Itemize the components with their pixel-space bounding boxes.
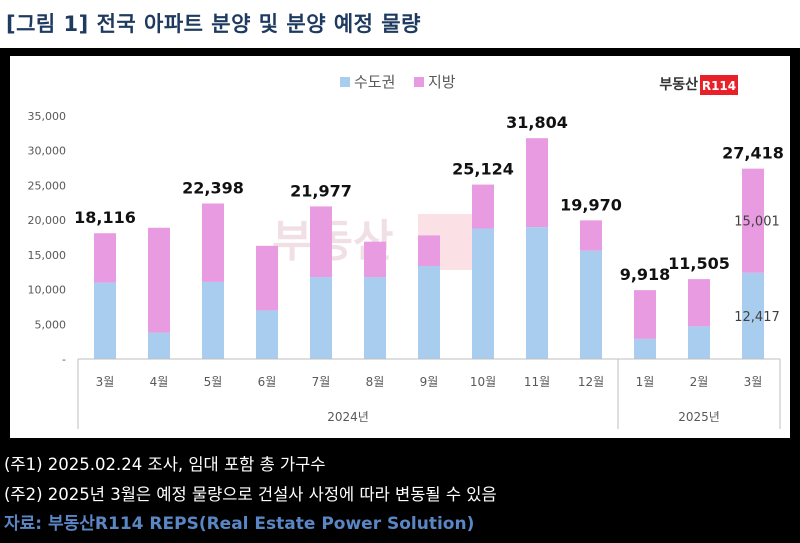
title-bar: [그림 1] 전국 아파트 분양 및 분양 예정 물량 — [0, 0, 800, 48]
bar-local-1 — [148, 227, 170, 333]
x-group-label: 2025년 — [678, 410, 720, 424]
bar-metro-9 — [580, 250, 602, 359]
x-group-label: 2024년 — [327, 410, 369, 424]
legend-swatch-1 — [414, 77, 424, 87]
total-label: 9,918 — [620, 265, 671, 284]
stacked-bar-chart: 부동산 수도권 지방 부동산 R114 - 5,000 10,000 15,000 20,0… — [28, 73, 784, 429]
y-tick-label: 20,000 — [28, 214, 67, 227]
x-tick-label: 5월 — [204, 375, 223, 389]
bar-local-3 — [256, 245, 278, 311]
bar-local-4 — [310, 206, 332, 278]
x-tick-label: 7월 — [312, 375, 331, 389]
bar-local-9 — [580, 220, 602, 251]
chart-panel: 부동산 수도권 지방 부동산 R114 - 5,000 10,000 15,000 20,0… — [10, 56, 790, 438]
bar-local-7 — [472, 184, 494, 229]
segment-label-local: 15,001 — [734, 215, 780, 230]
x-tick-label: 10월 — [470, 375, 496, 389]
bar-metro-4 — [310, 277, 332, 359]
bar-local-6 — [418, 235, 440, 266]
source-note: 자료: 부동산R114 REPS(Real Estate Power Solut… — [4, 514, 475, 534]
y-tick-label: 35,000 — [28, 110, 67, 123]
logo-badge-text: R114 — [702, 79, 736, 93]
y-tick-label: 30,000 — [28, 145, 67, 158]
bar-local-10 — [634, 290, 656, 339]
bar-metro-7 — [472, 228, 494, 359]
bar-local-8 — [526, 138, 548, 228]
bar-local-11 — [688, 279, 710, 327]
bar-metro-3 — [256, 310, 278, 359]
x-tick-label: 1월 — [636, 375, 655, 389]
total-label: 25,124 — [452, 160, 514, 179]
x-tick-label: 6월 — [258, 375, 277, 389]
bar-local-12 — [742, 168, 764, 273]
bar-metro-8 — [526, 227, 548, 359]
y-tick-label: 10,000 — [28, 284, 67, 297]
total-label: 22,398 — [182, 178, 244, 197]
x-axis: 3월 4월 5월 6월 7월 8월 9월 10월 11월 12월 1월 2월 3월 2024년 2025년 — [77, 358, 781, 429]
page-title: [그림 1] 전국 아파트 분양 및 분양 예정 물량 — [6, 12, 421, 36]
footnotes: (주1) 2025.02.24 조사, 임대 포함 총 가구수 (주2) 202… — [4, 450, 794, 538]
total-label: 18,116 — [74, 208, 136, 227]
x-tick-label: 4월 — [150, 375, 169, 389]
total-label: 21,977 — [290, 181, 352, 200]
legend-swatch-0 — [340, 77, 350, 87]
bar-local-0 — [94, 233, 116, 283]
logo-badge — [700, 75, 738, 95]
logo-text: 부동산 — [659, 76, 698, 93]
bar-metro-5 — [364, 277, 386, 359]
bar-metro-2 — [202, 281, 224, 359]
chart-legend: 수도권 지방 — [340, 73, 456, 91]
x-tick-label: 8월 — [366, 375, 385, 389]
total-label: 31,804 — [506, 113, 568, 132]
bar-metro-6 — [418, 265, 440, 359]
bar-metro-11 — [688, 326, 710, 359]
bar-metro-1 — [148, 332, 170, 359]
y-tick-label: 15,000 — [28, 249, 67, 262]
x-tick-label: 3월 — [744, 375, 763, 389]
legend-label-0: 수도권 — [354, 73, 395, 91]
bar-metro-12 — [742, 272, 764, 359]
y-tick-label: 5,000 — [35, 318, 67, 331]
data-labels: 18,116 22,398 21,977 25,124 31,804 19,970 9,91… — [74, 113, 784, 325]
footnote-2: (주2) 2025년 3월은 예정 물량으로 건설사 사정에 따라 변동될 수 … — [4, 485, 497, 504]
y-tick-label: 25,000 — [28, 179, 67, 192]
total-label: 27,418 — [722, 144, 784, 163]
x-tick-label: 2월 — [690, 375, 709, 389]
bars — [94, 138, 764, 359]
y-tick-label: - — [62, 353, 66, 366]
bar-metro-0 — [94, 282, 116, 359]
x-tick-label: 11월 — [524, 375, 550, 389]
x-tick-label: 12월 — [578, 375, 604, 389]
bar-local-5 — [364, 241, 386, 278]
y-axis: - 5,000 10,000 15,000 20,000 25,000 30,000 35,0… — [28, 110, 67, 366]
x-tick-label: 9월 — [420, 375, 439, 389]
total-label: 19,970 — [560, 195, 622, 214]
legend-label-1: 지방 — [428, 73, 456, 91]
x-tick-label: 3월 — [96, 375, 115, 389]
total-label: 11,505 — [668, 254, 730, 273]
segment-label-metro: 12,417 — [734, 310, 780, 325]
bar-metro-10 — [634, 338, 656, 359]
bar-local-2 — [202, 203, 224, 282]
footnote-1: (주1) 2025.02.24 조사, 임대 포함 총 가구수 — [4, 455, 326, 474]
brand-logo: 부동산 R114 — [659, 75, 738, 95]
